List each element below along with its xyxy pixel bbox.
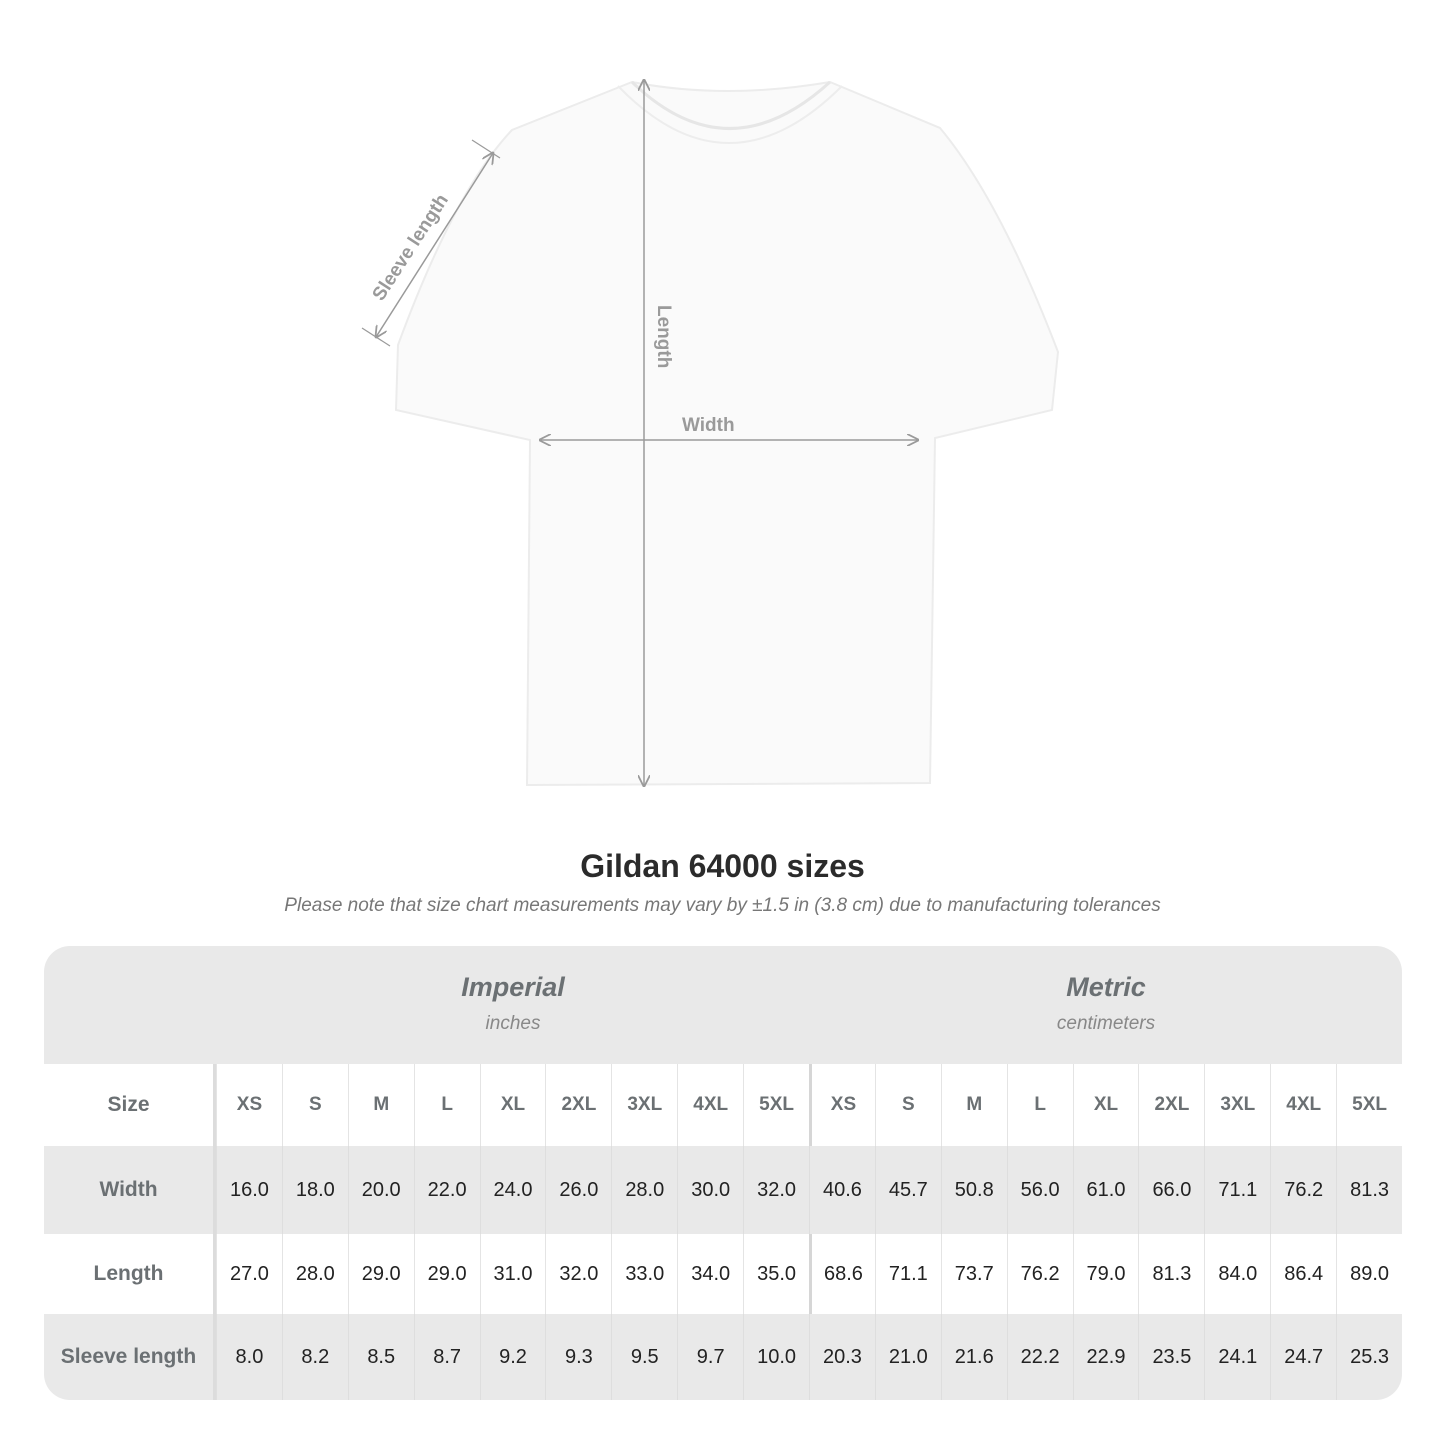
imperial-cell: 9.7 bbox=[677, 1314, 743, 1400]
size-header-cell: 3XL bbox=[1204, 1064, 1270, 1146]
imperial-cell: 9.3 bbox=[545, 1314, 611, 1400]
imperial-cell: 9.2 bbox=[479, 1314, 546, 1400]
imperial-cell: 32.0 bbox=[743, 1146, 809, 1234]
imperial-cell: 30.0 bbox=[677, 1146, 743, 1234]
metric-cell: 40.6 bbox=[809, 1146, 875, 1234]
row-label: Width bbox=[44, 1146, 216, 1234]
size-header-cell: 4XL bbox=[1270, 1064, 1336, 1146]
imperial-cell: 18.0 bbox=[281, 1146, 348, 1234]
imperial-cell: 34.0 bbox=[677, 1234, 743, 1314]
metric-cell: 81.3 bbox=[1138, 1234, 1204, 1314]
imperial-cell: 8.5 bbox=[347, 1314, 414, 1400]
metric-cell: 56.0 bbox=[1006, 1146, 1073, 1234]
size-header-cell: M bbox=[347, 1064, 414, 1146]
size-header-cell: 2XL bbox=[1138, 1064, 1204, 1146]
imperial-cell: 33.0 bbox=[611, 1234, 677, 1314]
tshirt-diagram: Sleeve length Length Width bbox=[361, 0, 1060, 820]
metric-header: Metric centimeters bbox=[1056, 972, 1156, 1034]
imperial-cell: 9.5 bbox=[611, 1314, 677, 1400]
imperial-cell: 32.0 bbox=[545, 1234, 611, 1314]
metric-cell: 24.1 bbox=[1204, 1314, 1270, 1400]
sleeve-arrow bbox=[376, 153, 493, 337]
size-header-cell: XL bbox=[479, 1064, 546, 1146]
table-row: Length 27.0 28.0 29.0 29.0 31.0 32.0 33.0 34.0 35… bbox=[44, 1234, 1402, 1314]
metric-cell: 73.7 bbox=[940, 1234, 1007, 1314]
size-header-cell: M bbox=[940, 1064, 1007, 1146]
imperial-cell: 8.2 bbox=[281, 1314, 348, 1400]
imperial-cell: 8.0 bbox=[216, 1314, 282, 1400]
size-header-cell: XS bbox=[216, 1064, 282, 1146]
metric-cell: 50.8 bbox=[940, 1146, 1007, 1234]
metric-cell: 21.0 bbox=[874, 1314, 941, 1400]
imperial-cell: 35.0 bbox=[743, 1234, 809, 1314]
metric-cell: 25.3 bbox=[1336, 1314, 1402, 1400]
size-header-cell: 5XL bbox=[743, 1064, 809, 1146]
row-label: Length bbox=[44, 1234, 216, 1314]
imperial-cell: 10.0 bbox=[743, 1314, 809, 1400]
metric-cell: 76.2 bbox=[1270, 1146, 1336, 1234]
metric-cell: 66.0 bbox=[1138, 1146, 1204, 1234]
size-header-cell: 2XL bbox=[545, 1064, 611, 1146]
table-row: Sleeve length 8.0 8.2 8.5 8.7 9.2 9.3 9.5 9.7 10.… bbox=[44, 1314, 1402, 1400]
imperial-cell: 27.0 bbox=[216, 1234, 282, 1314]
imperial-cell: 8.7 bbox=[413, 1314, 480, 1400]
table-row: Width 16.0 18.0 20.0 22.0 24.0 26.0 28.0 30.0 32.… bbox=[44, 1146, 1402, 1234]
size-header-cell: S bbox=[281, 1064, 348, 1146]
metric-cell: 76.2 bbox=[1006, 1234, 1073, 1314]
imperial-cell: 31.0 bbox=[479, 1234, 546, 1314]
metric-cell: 20.3 bbox=[809, 1314, 875, 1400]
size-label: Size bbox=[44, 1064, 216, 1146]
imperial-cell: 28.0 bbox=[281, 1234, 348, 1314]
metric-cell: 22.2 bbox=[1006, 1314, 1073, 1400]
imperial-cell: 20.0 bbox=[347, 1146, 414, 1234]
size-header-cell: XS bbox=[809, 1064, 875, 1146]
imperial-cell: 24.0 bbox=[479, 1146, 546, 1234]
metric-cell: 84.0 bbox=[1204, 1234, 1270, 1314]
imperial-cell: 29.0 bbox=[413, 1234, 480, 1314]
size-header-cell: 4XL bbox=[677, 1064, 743, 1146]
size-header-cell: 5XL bbox=[1336, 1064, 1402, 1146]
metric-cell: 45.7 bbox=[874, 1146, 941, 1234]
imperial-cell: 22.0 bbox=[413, 1146, 480, 1234]
width-label: Width bbox=[682, 415, 735, 436]
row-label: Sleeve length bbox=[44, 1314, 216, 1400]
metric-cell: 24.7 bbox=[1270, 1314, 1336, 1400]
imperial-cell: 26.0 bbox=[545, 1146, 611, 1234]
tolerance-note: Please note that size chart measurements… bbox=[284, 895, 1161, 916]
metric-cell: 68.6 bbox=[809, 1234, 875, 1314]
metric-cell: 79.0 bbox=[1072, 1234, 1139, 1314]
size-header-cell: XL bbox=[1072, 1064, 1139, 1146]
size-table: Imperial inches Metric centimeters Size X… bbox=[44, 946, 1402, 1400]
imperial-cell: 29.0 bbox=[347, 1234, 414, 1314]
imperial-header: Imperial inches bbox=[461, 972, 565, 1034]
size-header-row: Size XS S M L XL 2XL 3XL 4XL 5XL XS S M L XL 2XL 3XL 4XL 5… bbox=[44, 1064, 1402, 1146]
page-title: Gildan 64000 sizes bbox=[580, 848, 865, 884]
metric-cell: 89.0 bbox=[1336, 1234, 1402, 1314]
metric-cell: 71.1 bbox=[1204, 1146, 1270, 1234]
imperial-cell: 28.0 bbox=[611, 1146, 677, 1234]
metric-cell: 86.4 bbox=[1270, 1234, 1336, 1314]
size-header-cell: S bbox=[874, 1064, 941, 1146]
imperial-cell: 16.0 bbox=[216, 1146, 282, 1234]
length-label: Length bbox=[653, 305, 674, 368]
metric-cell: 81.3 bbox=[1336, 1146, 1402, 1234]
metric-cell: 71.1 bbox=[874, 1234, 941, 1314]
size-header-cell: L bbox=[1006, 1064, 1073, 1146]
metric-cell: 61.0 bbox=[1072, 1146, 1139, 1234]
metric-cell: 22.9 bbox=[1072, 1314, 1139, 1400]
metric-cell: 21.6 bbox=[940, 1314, 1007, 1400]
metric-cell: 23.5 bbox=[1138, 1314, 1204, 1400]
size-header-cell: L bbox=[413, 1064, 480, 1146]
size-header-cell: 3XL bbox=[611, 1064, 677, 1146]
